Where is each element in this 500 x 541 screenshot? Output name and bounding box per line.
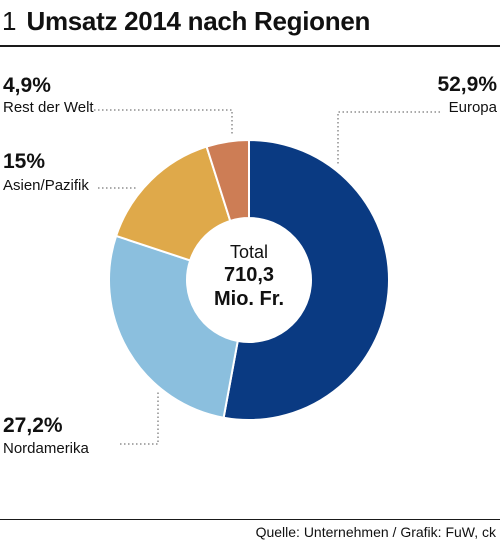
slice-name-label: Asien/Pazifik xyxy=(3,177,89,194)
chart-title: Umsatz 2014 nach Regionen xyxy=(26,6,371,36)
source-note: Quelle: Unternehmen / Grafik: FuW, ck xyxy=(255,524,496,540)
header-rule xyxy=(0,45,500,47)
chart-title-row: 1 Umsatz 2014 nach Regionen xyxy=(0,6,370,40)
slices-group xyxy=(108,138,390,421)
slice-name-label: Nordamerika xyxy=(3,440,90,457)
slice-name-label: Europa xyxy=(449,99,498,116)
donut-slice-europa xyxy=(222,138,390,421)
center-total-unit: Mio. Fr. xyxy=(214,288,284,310)
donut-slice-nordamerika xyxy=(108,234,239,419)
slice-pct-label: 15% xyxy=(3,150,45,173)
leader-line xyxy=(120,392,159,445)
chart-number: 1 xyxy=(2,6,17,36)
leader-line xyxy=(94,109,233,136)
slice-name-label: Rest der Welt xyxy=(3,99,94,116)
center-total-label: Total xyxy=(230,242,268,262)
leader-line xyxy=(337,111,440,166)
center-total-value: 710,3 xyxy=(224,264,274,286)
footer-rule xyxy=(0,519,500,520)
donut-slice-asien-pazifik xyxy=(114,145,232,262)
leader-lines xyxy=(94,109,440,445)
slice-pct-label: 27,2% xyxy=(3,414,63,437)
donut-slice-rest-der-welt xyxy=(205,138,250,223)
slice-pct-label: 52,9% xyxy=(437,73,497,96)
slice-pct-label: 4,9% xyxy=(3,74,51,97)
